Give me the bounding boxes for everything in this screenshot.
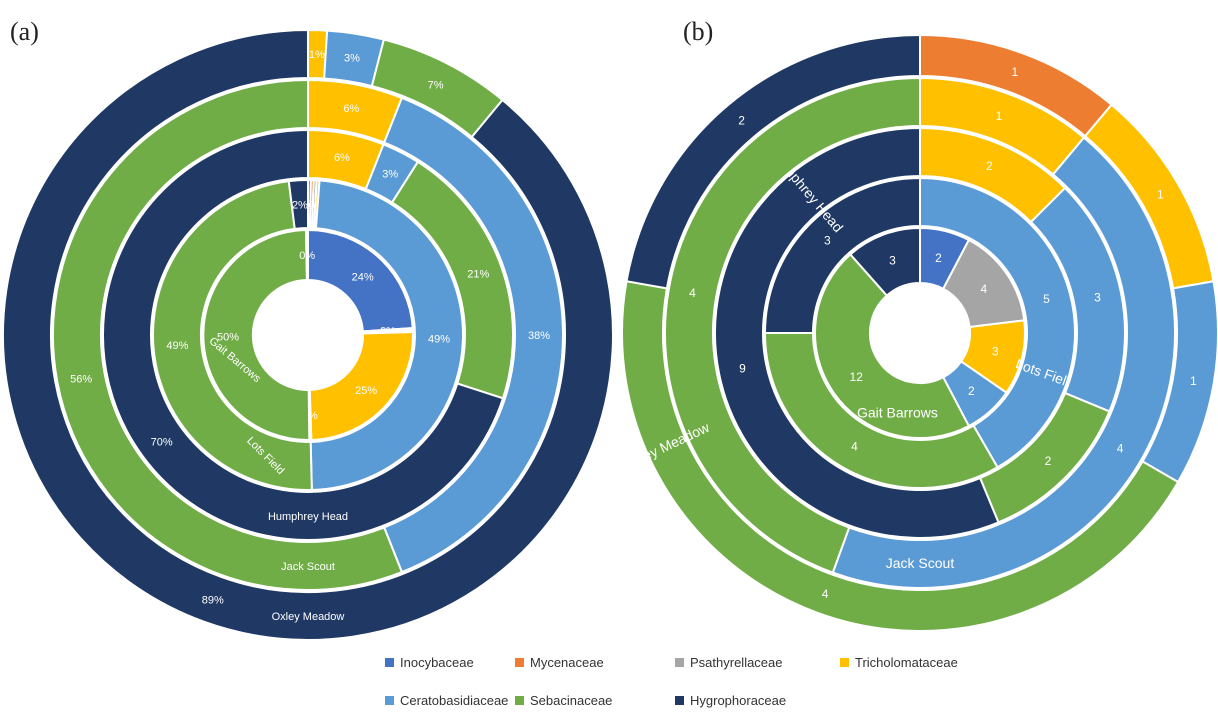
ring-label-jack-scout: Jack Scout (281, 561, 335, 573)
data-label: 4 (689, 286, 696, 300)
legend-swatch-mycenaceae (515, 658, 524, 667)
legend-swatch-psathyrellaceae (675, 658, 684, 667)
legend-swatch-sebacinaceae (515, 696, 524, 705)
data-label: 2 (986, 159, 993, 173)
data-label: 9 (739, 361, 746, 375)
data-label: 4 (980, 282, 987, 296)
a-lots-field-sebacinaceae-slice (151, 180, 313, 491)
data-label: 1 (1012, 65, 1019, 79)
legend-label-tricholomataceae: Tricholomataceae (855, 655, 958, 670)
legend-swatch-tricholomataceae (840, 658, 849, 667)
data-label: 7% (428, 80, 444, 92)
b-lots-field-ceratobasidiaceae-slice (919, 176, 1076, 469)
legend-swatch-hygrophoraceae (675, 696, 684, 705)
data-label: 3 (992, 345, 999, 359)
data-label: 3 (889, 254, 896, 268)
b-humphrey-head-hygrophoraceae-slice (714, 126, 1000, 539)
data-label: 1 (1190, 374, 1197, 388)
data-label: 12 (850, 370, 864, 384)
data-label: 3% (344, 53, 360, 65)
a-jack-scout-sebacinaceae-slice (52, 78, 404, 591)
data-label: 3 (824, 233, 831, 247)
data-label: 25% (355, 385, 377, 397)
data-label: 1 (1157, 187, 1164, 201)
donut-hole (870, 283, 970, 383)
legend-label-sebacinaceae: Sebacinaceae (530, 693, 612, 708)
panel-a-label: (a) (10, 17, 39, 46)
data-label: 89% (202, 594, 224, 606)
data-label: 49% (166, 340, 188, 352)
ring-label-jack-scout: Jack Scout (886, 555, 955, 571)
a-lots-field-hygrophoraceae-slice (287, 178, 309, 230)
data-label: 2 (738, 113, 745, 127)
data-label: 4 (851, 439, 858, 453)
ring-label-humphrey-head: Humphrey Head (268, 511, 348, 523)
data-label: 49% (428, 333, 450, 345)
data-label: 2% (292, 199, 308, 211)
legend-label-inocybaceae: Inocybaceae (400, 655, 474, 670)
b-jack-scout-ceratobasidiaceae-slice (831, 136, 1176, 589)
a-oxley-meadow-hygrophoraceae-slice (2, 28, 614, 641)
ring-label-oxley-meadow: Oxley Meadow (272, 611, 345, 623)
a-lots-field-ceratobasidiaceae-slice (309, 179, 464, 491)
data-label: 2 (935, 251, 942, 265)
data-label: 4 (1117, 442, 1124, 456)
b-lots-field-sebacinaceae-slice (763, 332, 999, 489)
data-label: 24% (352, 272, 374, 284)
a-humphrey-head-hygrophoraceae-slice (102, 128, 505, 541)
data-label: 70% (151, 436, 173, 448)
data-label: 4 (822, 587, 829, 601)
data-label: 6% (343, 103, 359, 115)
panel-b-label: (b) (683, 17, 713, 46)
b-lots-field-hygrophoraceae-slice (763, 176, 921, 334)
data-label: 3 (1094, 291, 1101, 305)
legend-label-mycenaceae: Mycenaceae (530, 655, 604, 670)
panel-a-chart: (a) 24%0%0%25%0%50%0%Gait Barrows0%0%49%… (2, 17, 614, 641)
legend-swatch-ceratobasidiaceae (385, 696, 394, 705)
data-label: 50% (217, 331, 239, 343)
legend-label-psathyrellaceae: Psathyrellaceae (690, 655, 783, 670)
b-oxley-meadow-hygrophoraceae-slice (625, 33, 921, 290)
legend: Inocybaceae Mycenaceae Psathyrellaceae Tric… (385, 655, 958, 708)
data-label: 1% (309, 49, 325, 61)
legend-label-hygrophoraceae: Hygrophoraceae (690, 693, 786, 708)
legend-label-ceratobasidiaceae: Ceratobasidiaceae (400, 693, 508, 708)
data-label: 3% (382, 169, 398, 181)
data-label: 5 (1043, 292, 1050, 306)
legend-swatch-inocybaceae (385, 658, 394, 667)
data-label: 1 (996, 109, 1003, 123)
data-label: 21% (467, 269, 489, 281)
data-label: 38% (528, 330, 550, 342)
b-jack-scout-sebacinaceae-slice (664, 76, 921, 574)
data-label: 6% (334, 152, 350, 164)
ring-label-gait-barrows: Gait Barrows (857, 405, 938, 421)
data-label: 0% (299, 250, 315, 262)
a-gait-barrows-sebacinaceae-slice (202, 228, 311, 441)
data-label: 56% (70, 373, 92, 385)
data-label: 2 (1045, 454, 1052, 468)
data-label: 2 (968, 384, 975, 398)
donut-hole (253, 280, 363, 390)
